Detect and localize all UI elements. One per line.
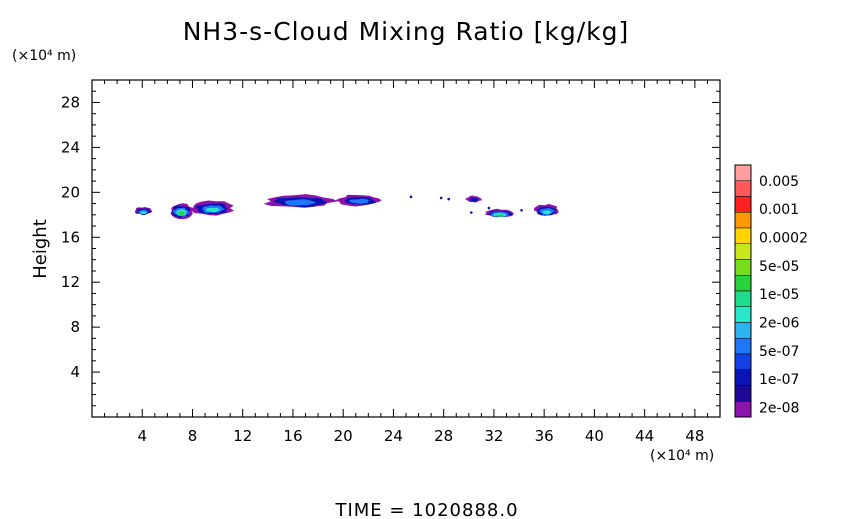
x-tick-label: 4 <box>137 427 147 445</box>
y-tick-labels: 4 8 12 16 20 24 28 <box>61 93 80 381</box>
plot-frame <box>91 79 721 418</box>
cloud-region <box>191 200 235 216</box>
colorbar-cell <box>734 227 752 244</box>
x-tick-label: 48 <box>685 427 704 445</box>
colorbar-cell <box>734 338 752 355</box>
x-tick-label: 28 <box>434 427 453 445</box>
cloud-contour <box>469 197 479 202</box>
time-label: TIME = 1020888.0 <box>334 500 518 519</box>
cloud-speck <box>487 206 491 210</box>
cloud-speck <box>447 197 451 201</box>
colorbar-cell <box>734 275 752 292</box>
cloud-speck <box>520 209 523 212</box>
x-tick-labels: 4 8 12 16 20 24 28 32 36 40 44 48 <box>137 427 704 445</box>
cloud-contour <box>178 211 185 216</box>
y-tick-label: 8 <box>70 318 80 336</box>
y-tick-label: 20 <box>61 183 80 201</box>
cloud-region <box>170 203 194 220</box>
colorbar-cell <box>734 322 752 339</box>
y-tick-label: 16 <box>61 228 80 246</box>
chart-title: NH3-s-Cloud Mixing Ratio [kg/kg] <box>183 17 630 46</box>
colorbar: 0.005 0.001 0.0002 5e-05 1e-05 2e-06 5e-07 1e-0… <box>734 164 808 418</box>
colorbar-labels: 0.005 0.001 0.0002 5e-05 1e-05 2e-06 5e-07 1e-0… <box>759 174 808 417</box>
colorbar-cell <box>734 353 752 370</box>
colorbar-cell <box>734 401 752 418</box>
colorbar-cell <box>734 385 752 402</box>
x-tick-label: 40 <box>585 427 604 445</box>
colorbar-frame <box>734 164 752 418</box>
cloud-region <box>484 208 514 218</box>
cloud-region <box>263 194 338 208</box>
cloud-speck <box>470 211 473 214</box>
colorbar-label: 5e-07 <box>759 344 799 360</box>
colorbar-label: 1e-05 <box>759 287 799 303</box>
cloud-speck <box>439 196 443 200</box>
cloud-contour <box>284 199 316 206</box>
colorbar-cell <box>734 369 752 386</box>
colorbar-label: 0.0002 <box>759 230 808 246</box>
x-tick-label: 20 <box>334 427 353 445</box>
colorbar-label: 5e-05 <box>759 259 799 275</box>
colorbar-label: 1e-07 <box>759 372 799 388</box>
cloud-contour <box>206 207 221 213</box>
axis-ticks <box>92 80 720 417</box>
colorbar-cell <box>734 196 752 213</box>
x-tick-label: 44 <box>635 427 654 445</box>
cloud-field <box>135 194 559 220</box>
cloud-contour <box>494 214 504 217</box>
x-unit-label: (×10⁴ m) <box>650 448 714 464</box>
colorbar-cell <box>734 290 752 307</box>
colorbar-cell <box>734 180 752 197</box>
x-tick-label: 36 <box>535 427 554 445</box>
y-axis-label: Height <box>30 219 51 279</box>
cloud-contour <box>140 211 147 215</box>
colorbar-label: 2e-08 <box>759 401 799 417</box>
x-tick-label: 24 <box>384 427 403 445</box>
colorbar-label: 0.001 <box>759 202 799 218</box>
cloud-region <box>533 204 559 216</box>
x-tick-label: 32 <box>484 427 503 445</box>
colorbar-cell <box>734 164 752 181</box>
y-tick-label: 28 <box>61 93 80 111</box>
cloud-contour <box>349 198 370 204</box>
colorbar-label: 0.005 <box>759 174 799 190</box>
colorbar-cell <box>734 306 752 323</box>
colorbar-cell <box>734 243 752 260</box>
y-tick-label: 12 <box>61 273 80 291</box>
cloud-region <box>135 207 153 215</box>
colorbar-label: 2e-06 <box>759 316 799 332</box>
cloud-region <box>465 195 482 203</box>
cloud-contour <box>542 210 552 215</box>
y-tick-label: 24 <box>61 138 80 156</box>
y-unit-label: (×10⁴ m) <box>12 48 76 64</box>
x-tick-label: 8 <box>188 427 198 445</box>
colorbar-cell <box>734 212 752 229</box>
x-tick-label: 12 <box>233 427 252 445</box>
colorbar-cell <box>734 259 752 276</box>
x-tick-label: 16 <box>283 427 302 445</box>
cloud-speck <box>409 195 413 199</box>
colorbar-cells <box>734 164 752 418</box>
cloud-region <box>335 194 382 207</box>
y-tick-label: 4 <box>70 363 80 381</box>
